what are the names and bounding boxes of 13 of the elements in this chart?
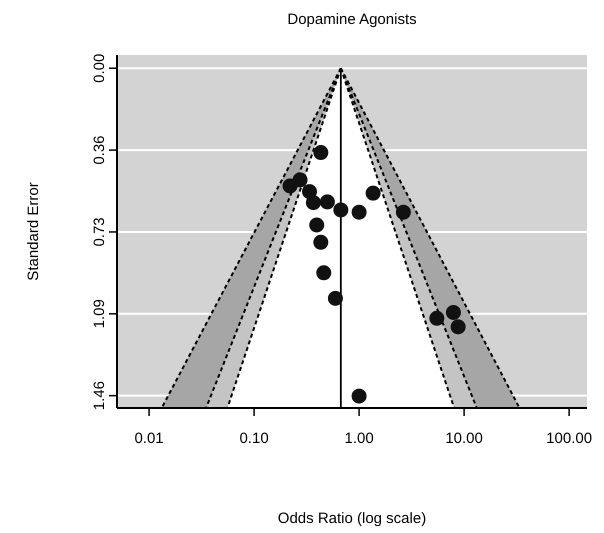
chart-title: Dopamine Agonists <box>287 11 417 28</box>
x-axis-title: Odds Ratio (log scale) <box>278 510 426 527</box>
y-tick-label: 1.46 <box>91 381 108 410</box>
x-tick-label: 0.01 <box>134 430 164 447</box>
x-tick-label: 0.10 <box>239 430 269 447</box>
x-tick-label: 10.00 <box>445 430 483 447</box>
y-axis-title: Standard Error <box>25 182 42 281</box>
y-tick-label: 1.09 <box>91 299 108 328</box>
x-tick-label: 1.00 <box>344 430 374 447</box>
y-tick-label: 0.73 <box>91 217 108 247</box>
y-tick-label: 0.36 <box>91 135 108 165</box>
y-tick-label: 0.00 <box>91 54 108 83</box>
x-tick-label: 100.00 <box>546 430 592 447</box>
